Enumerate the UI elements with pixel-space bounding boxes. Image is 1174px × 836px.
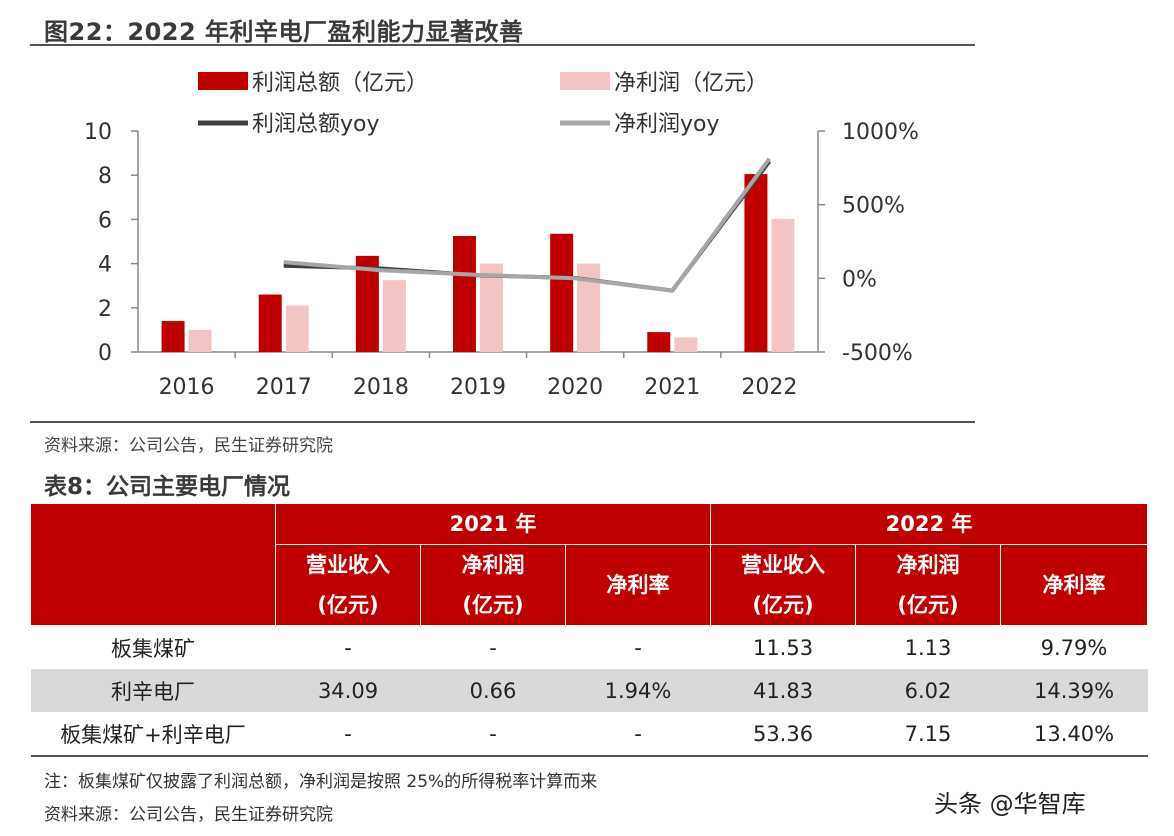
- y-left-tick-label: 0: [98, 341, 112, 366]
- x-tick-label: 2017: [256, 375, 312, 400]
- header-net-profit-2021: 净利润 (亿元): [420, 544, 566, 626]
- header-year-2022: 2022 年: [710, 503, 1149, 545]
- table-cell: 11.53: [752, 635, 814, 660]
- table-cell: 13.40%: [1000, 712, 1148, 757]
- bar-net-profit: [674, 337, 698, 352]
- figure-top-rule: [30, 44, 975, 46]
- bar-total-profit: [744, 174, 768, 352]
- table-cell: -: [275, 712, 421, 757]
- bar-net-profit: [480, 263, 503, 352]
- row-label: 板集煤矿+利辛电厂: [30, 712, 276, 757]
- chart-lines: [283, 157, 772, 293]
- y-left-tick-label: 2: [98, 297, 112, 322]
- table-title: 表8：公司主要电厂情况: [44, 474, 291, 500]
- profit-chart: 利润总额（亿元） 净利润（亿元） 利润总额yoy 净利润yoy 0 2 4 6 8 10 -500…: [84, 71, 919, 400]
- table-cell: 1.13: [904, 635, 952, 660]
- chart-axes: 0 2 4 6 8 10 -500% 0% 500% 1000% 2016 2017 2018 2019 2…: [84, 120, 919, 400]
- header-revenue-2021: 营业收入 (亿元): [275, 544, 421, 626]
- watermark: 头条 @华智库: [934, 790, 1086, 818]
- table-cell: 53.36: [710, 712, 856, 757]
- header-net-profit-2022: 净利润 (亿元): [855, 544, 1002, 626]
- y-right-tick-label: -500%: [842, 341, 913, 366]
- line-net-profit-yoy: [283, 157, 772, 293]
- y-left-tick-label: 10: [84, 120, 112, 145]
- y-right-tick-label: 500%: [842, 194, 905, 219]
- header-revenue-2022: 营业收入 (亿元): [710, 544, 857, 626]
- bar-total-profit: [161, 321, 185, 352]
- bar-net-profit: [188, 329, 212, 352]
- legend-label: 净利润（亿元）: [614, 71, 768, 96]
- table-note: 注：板集煤矿仅披露了利润总额，净利润是按照 25%的所得税率计算而来: [44, 772, 598, 792]
- y-left-tick-label: 6: [98, 208, 112, 233]
- x-tick-label: 2018: [353, 375, 409, 400]
- bar-net-profit: [771, 218, 795, 352]
- bar-net-profit: [382, 280, 406, 352]
- table-cell: 1.94%: [565, 669, 711, 712]
- table-cell: -: [634, 635, 642, 660]
- header-blank-cell: [30, 503, 276, 626]
- table-source: 资料来源：公司公告，民生证券研究院: [44, 805, 333, 825]
- figure-title: 图22：2022 年利辛电厂盈利能力显著改善: [44, 18, 524, 46]
- bar-total-profit: [647, 332, 671, 352]
- table-row: 利辛电厂 34.09 0.66 1.94% 41.83 6.02 14.39%: [30, 669, 1148, 712]
- table-cell: 9.79%: [1040, 635, 1108, 660]
- legend-swatch: [198, 72, 248, 90]
- table-row: 板集煤矿 - - - 11.53 1.13 9.79%: [31, 626, 1148, 670]
- table-cell: -: [565, 712, 711, 757]
- y-left-tick-label: 4: [98, 253, 112, 278]
- table-cell: 41.83: [710, 669, 856, 712]
- figure-bottom-rule: [30, 421, 975, 423]
- bar-total-profit: [258, 294, 282, 352]
- legend-label: 利润总额（亿元）: [252, 71, 428, 96]
- bar-net-profit: [577, 263, 601, 352]
- y-right-tick-label: 1000%: [842, 120, 919, 145]
- power-plant-table: 2021 年 2022 年 营业收入 (亿元) 净利润 (亿元) 净利率 营业收入(…: [30, 503, 1149, 757]
- bar-total-profit: [550, 233, 574, 352]
- header-year-2021: 2021 年: [274, 503, 712, 545]
- bar-net-profit: [285, 305, 309, 352]
- table-cell: 7.15: [855, 712, 1001, 757]
- table-cell: 6.02: [855, 669, 1001, 712]
- table-cell: -: [344, 635, 352, 660]
- x-tick-label: 2019: [450, 375, 506, 400]
- x-tick-label: 2022: [741, 375, 797, 400]
- y-left-tick-label: 8: [98, 164, 112, 189]
- x-tick-label: 2016: [159, 375, 215, 400]
- table-cell: 0.66: [420, 669, 566, 712]
- x-tick-label: 2021: [644, 375, 700, 400]
- header-net-margin-2022: 净利率: [1000, 544, 1149, 626]
- figure-source: 资料来源：公司公告，民生证券研究院: [44, 436, 333, 456]
- table-cell: 14.39%: [1000, 669, 1148, 712]
- chart-legend: 利润总额（亿元） 净利润（亿元） 利润总额yoy 净利润yoy: [198, 71, 768, 137]
- legend-label: 利润总额yoy: [252, 112, 380, 137]
- table-cell: 34.09: [275, 669, 421, 712]
- row-label: 板集煤矿: [111, 636, 195, 661]
- table-cell: -: [489, 635, 497, 660]
- table-cell: -: [420, 712, 566, 757]
- chart-bars: [161, 174, 795, 352]
- legend-label: 净利润yoy: [614, 112, 720, 137]
- x-tick-label: 2020: [547, 375, 603, 400]
- legend-swatch: [560, 72, 610, 90]
- header-net-margin-2021: 净利率: [564, 544, 712, 626]
- table-row: 板集煤矿+利辛电厂 - - - 53.36 7.15 13.40%: [30, 712, 1148, 757]
- row-label: 利辛电厂: [30, 669, 276, 712]
- bar-total-profit: [355, 255, 379, 352]
- y-right-tick-label: 0%: [842, 267, 877, 292]
- bar-total-profit: [453, 235, 476, 352]
